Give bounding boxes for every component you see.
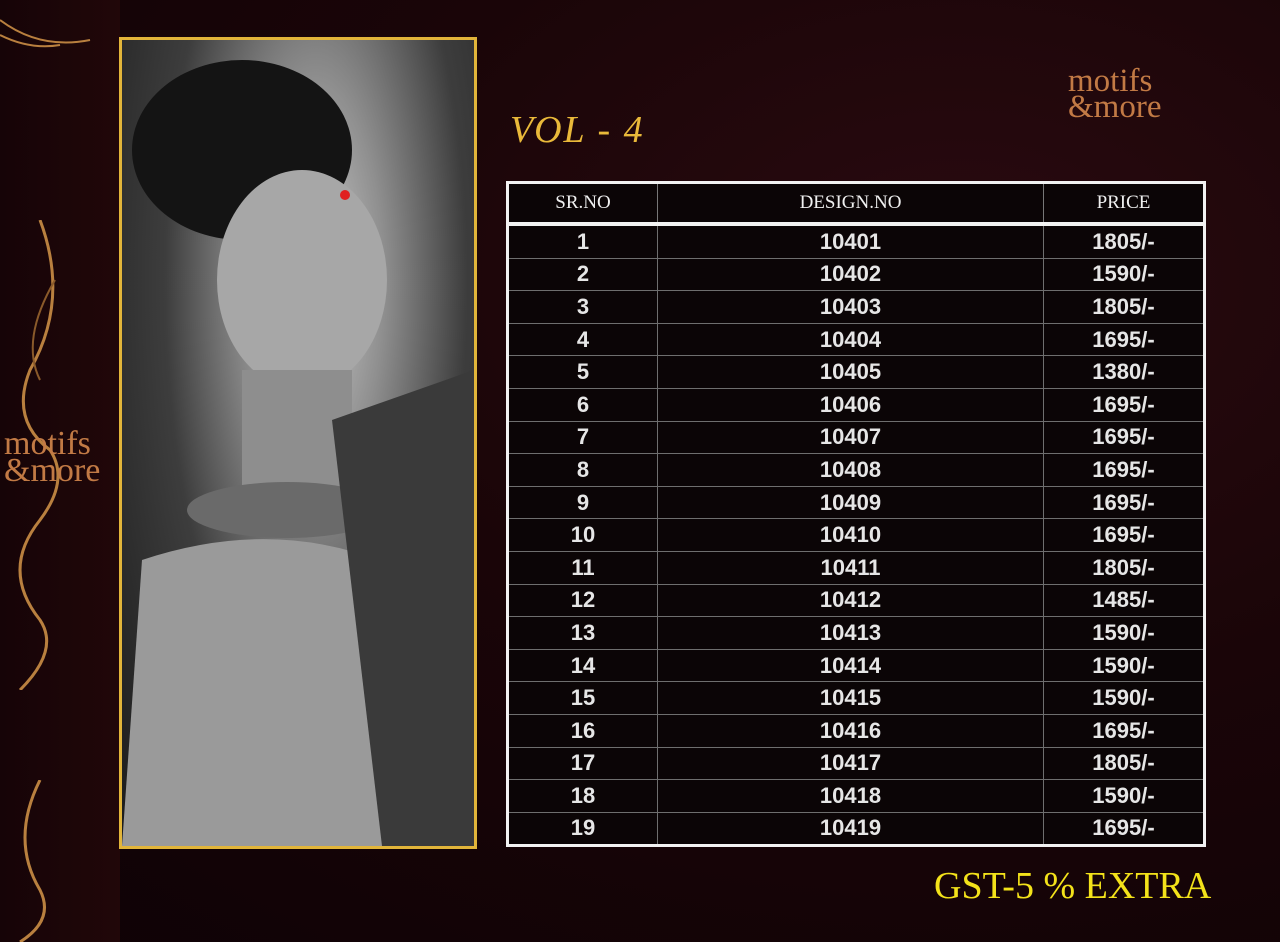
model-photo-placeholder bbox=[122, 60, 474, 846]
cell-price: 1695/- bbox=[1043, 387, 1205, 422]
model-photo bbox=[119, 37, 477, 849]
table-row: 6 10406 1695/- bbox=[507, 387, 1205, 422]
table-row: 7 10407 1695/- bbox=[507, 420, 1205, 455]
cell-design-no: 10414 bbox=[657, 648, 1044, 683]
cell-sr-no: 11 bbox=[507, 550, 658, 585]
cell-price: 1695/- bbox=[1043, 485, 1205, 520]
cell-price: 1695/- bbox=[1043, 811, 1205, 847]
cell-sr-no: 4 bbox=[507, 322, 658, 357]
cell-design-no: 10408 bbox=[657, 453, 1044, 487]
table-row: 16 10416 1695/- bbox=[507, 713, 1205, 748]
cell-price: 1590/- bbox=[1043, 681, 1205, 715]
ornament-swirl-middle bbox=[18, 220, 60, 690]
cell-price: 1485/- bbox=[1043, 583, 1205, 618]
table-row: 5 10405 1380/- bbox=[507, 355, 1205, 389]
cell-design-no: 10401 bbox=[657, 223, 1044, 259]
cell-sr-no: 1 bbox=[507, 223, 658, 259]
cell-price: 1695/- bbox=[1043, 713, 1205, 748]
volume-title: VOL - 4 bbox=[510, 109, 645, 151]
table-row: 9 10409 1695/- bbox=[507, 485, 1205, 520]
cell-price: 1590/- bbox=[1043, 257, 1205, 292]
cell-design-no: 10404 bbox=[657, 322, 1044, 357]
cell-sr-no: 5 bbox=[507, 355, 658, 389]
cell-sr-no: 17 bbox=[507, 746, 658, 781]
brand-logo-top: motifs &more bbox=[1068, 63, 1162, 126]
cell-sr-no: 7 bbox=[507, 420, 658, 455]
cell-design-no: 10413 bbox=[657, 616, 1044, 650]
gst-note: GST-5 % EXTRA bbox=[934, 865, 1212, 907]
ornament-swirl-top bbox=[0, 19, 91, 48]
table-row: 11 10411 1805/- bbox=[507, 550, 1205, 585]
cell-sr-no: 19 bbox=[507, 811, 658, 847]
cell-design-no: 10409 bbox=[657, 485, 1044, 520]
cell-price: 1805/- bbox=[1043, 550, 1205, 585]
table-header-row: SR.NO DESIGN.NO PRICE bbox=[507, 182, 1205, 226]
cell-design-no: 10411 bbox=[657, 550, 1044, 585]
table-row: 14 10414 1590/- bbox=[507, 648, 1205, 683]
table-row: 8 10408 1695/- bbox=[507, 453, 1205, 487]
cell-price: 1590/- bbox=[1043, 779, 1205, 813]
cell-price: 1805/- bbox=[1043, 746, 1205, 781]
cell-design-no: 10419 bbox=[657, 811, 1044, 847]
cell-design-no: 10415 bbox=[657, 681, 1044, 715]
table-row: 19 10419 1695/- bbox=[507, 811, 1205, 847]
table-row: 10 10410 1695/- bbox=[507, 518, 1205, 552]
cell-design-no: 10417 bbox=[657, 746, 1044, 781]
cell-price: 1695/- bbox=[1043, 322, 1205, 357]
cell-sr-no: 6 bbox=[507, 387, 658, 422]
cell-price: 1590/- bbox=[1043, 648, 1205, 683]
price-table: SR.NO DESIGN.NO PRICE 1 10401 1805/- 2 10402… bbox=[506, 181, 1206, 848]
cell-price: 1380/- bbox=[1043, 355, 1205, 389]
cell-sr-no: 13 bbox=[507, 616, 658, 650]
cell-price: 1590/- bbox=[1043, 616, 1205, 650]
cell-sr-no: 3 bbox=[507, 290, 658, 324]
cell-sr-no: 16 bbox=[507, 713, 658, 748]
table-row: 13 10413 1590/- bbox=[507, 616, 1205, 650]
cell-design-no: 10403 bbox=[657, 290, 1044, 324]
table-row: 12 10412 1485/- bbox=[507, 583, 1205, 618]
table-row: 17 10417 1805/- bbox=[507, 746, 1205, 781]
cell-price: 1695/- bbox=[1043, 518, 1205, 552]
header-design-no: DESIGN.NO bbox=[657, 182, 1044, 226]
cell-sr-no: 14 bbox=[507, 648, 658, 683]
cell-price: 1695/- bbox=[1043, 420, 1205, 455]
cell-design-no: 10406 bbox=[657, 387, 1044, 422]
cell-sr-no: 12 bbox=[507, 583, 658, 618]
table-row: 4 10404 1695/- bbox=[507, 322, 1205, 357]
brand-logo-side: motifs &more bbox=[4, 425, 101, 490]
cell-price: 1805/- bbox=[1043, 290, 1205, 324]
cell-sr-no: 18 bbox=[507, 779, 658, 813]
cell-design-no: 10418 bbox=[657, 779, 1044, 813]
header-price: PRICE bbox=[1043, 182, 1205, 226]
table-row: 2 10402 1590/- bbox=[507, 257, 1205, 292]
cell-design-no: 10407 bbox=[657, 420, 1044, 455]
header-sr-no: SR.NO bbox=[507, 182, 658, 226]
cell-design-no: 10410 bbox=[657, 518, 1044, 552]
table-row: 18 10418 1590/- bbox=[507, 779, 1205, 813]
cell-design-no: 10402 bbox=[657, 257, 1044, 292]
table-row: 15 10415 1590/- bbox=[507, 681, 1205, 715]
ornament-swirl-bottom bbox=[19, 780, 46, 942]
cell-sr-no: 15 bbox=[507, 681, 658, 715]
cell-sr-no: 10 bbox=[507, 518, 658, 552]
left-decor-band bbox=[0, 0, 120, 942]
cell-sr-no: 2 bbox=[507, 257, 658, 292]
cell-price: 1695/- bbox=[1043, 453, 1205, 487]
cell-sr-no: 8 bbox=[507, 453, 658, 487]
cell-sr-no: 9 bbox=[507, 485, 658, 520]
table-row: 3 10403 1805/- bbox=[507, 290, 1205, 324]
cell-price: 1805/- bbox=[1043, 223, 1205, 259]
table-row: 1 10401 1805/- bbox=[507, 223, 1205, 259]
cell-design-no: 10412 bbox=[657, 583, 1044, 618]
cell-design-no: 10405 bbox=[657, 355, 1044, 389]
cell-design-no: 10416 bbox=[657, 713, 1044, 748]
